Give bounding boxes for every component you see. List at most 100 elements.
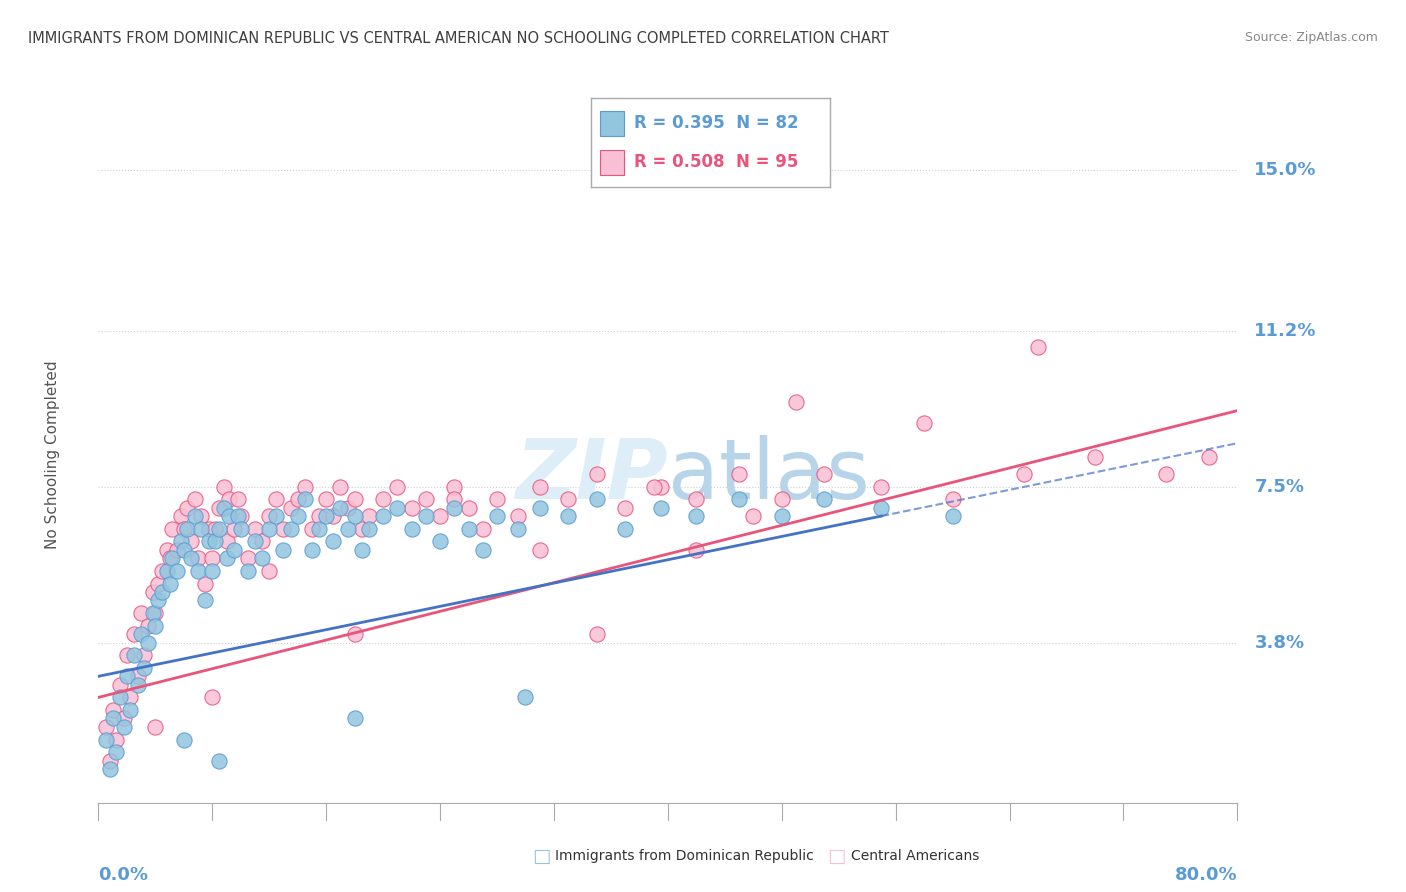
Point (912, 417, 935, 431)
Point (145, 618, 167, 632)
Point (166, 542, 188, 557)
Point (329, 479, 352, 493)
Point (243, 534, 266, 549)
Point (198, 534, 221, 549)
Point (585, 492, 607, 507)
Point (322, 534, 344, 549)
Point (118, 690, 141, 705)
Point (486, 509, 509, 524)
Point (870, 500, 893, 515)
Point (336, 522, 359, 536)
Point (280, 500, 302, 515)
Point (212, 479, 235, 493)
Point (184, 492, 207, 507)
Point (101, 703, 124, 717)
Point (118, 703, 141, 717)
Point (443, 500, 465, 515)
Point (145, 720, 167, 734)
Point (152, 564, 174, 578)
Point (176, 522, 198, 536)
Text: Central Americans: Central Americans (851, 849, 979, 863)
Point (301, 522, 323, 536)
Point (266, 509, 288, 524)
Point (728, 492, 751, 507)
Point (173, 522, 195, 536)
Point (101, 711, 124, 725)
Point (685, 509, 707, 524)
Point (280, 522, 302, 536)
Point (357, 509, 380, 524)
Point (728, 467, 751, 481)
Point (1012, 467, 1035, 481)
Point (266, 492, 288, 507)
Point (176, 500, 198, 515)
Point (201, 690, 224, 705)
Point (457, 500, 479, 515)
Point (294, 492, 316, 507)
Point (226, 509, 249, 524)
Point (942, 509, 965, 524)
Point (401, 500, 423, 515)
Text: atlas: atlas (668, 435, 869, 516)
Point (212, 500, 235, 515)
Point (226, 492, 249, 507)
Point (115, 648, 138, 663)
Point (529, 500, 551, 515)
Point (322, 509, 344, 524)
Point (942, 492, 965, 507)
Point (250, 534, 273, 549)
Point (148, 593, 170, 607)
Point (343, 711, 366, 725)
Point (259, 564, 281, 578)
Point (108, 678, 131, 692)
Point (145, 606, 167, 620)
Point (343, 509, 366, 524)
Point (166, 564, 188, 578)
Point (229, 509, 252, 524)
Point (301, 542, 323, 557)
Bar (600, 150, 624, 175)
Point (315, 492, 337, 507)
Point (129, 606, 152, 620)
Point (129, 627, 152, 641)
Point (343, 492, 366, 507)
Point (222, 542, 245, 557)
Point (208, 500, 231, 515)
Point (148, 576, 170, 591)
Point (1084, 450, 1107, 464)
Point (813, 492, 835, 507)
Text: 7.5%: 7.5% (1254, 477, 1305, 496)
Point (329, 500, 352, 515)
Point (122, 648, 145, 663)
Point (190, 522, 212, 536)
Text: 11.2%: 11.2% (1254, 321, 1317, 340)
Point (457, 522, 479, 536)
Point (287, 509, 309, 524)
Point (429, 509, 451, 524)
Point (515, 690, 537, 705)
Point (813, 467, 835, 481)
Point (508, 509, 530, 524)
Point (315, 509, 337, 524)
Point (336, 500, 359, 515)
Bar (600, 111, 624, 136)
Point (215, 551, 238, 566)
Point (136, 635, 159, 649)
Point (350, 522, 373, 536)
Text: Immigrants from Dominican Republic: Immigrants from Dominican Republic (555, 849, 814, 863)
Point (387, 479, 409, 493)
Point (415, 492, 437, 507)
Text: IMMIGRANTS FROM DOMINICAN REPUBLIC VS CENTRAL AMERICAN NO SCHOOLING COMPLETED CO: IMMIGRANTS FROM DOMINICAN REPUBLIC VS CE… (28, 31, 889, 46)
Point (132, 648, 155, 663)
Point (104, 732, 127, 747)
Point (785, 395, 807, 409)
Point (471, 542, 494, 557)
Point (557, 509, 579, 524)
Point (259, 509, 281, 524)
Point (585, 627, 607, 641)
Point (108, 690, 131, 705)
Point (104, 745, 127, 759)
Point (236, 564, 259, 578)
Point (471, 522, 494, 536)
Point (259, 522, 281, 536)
